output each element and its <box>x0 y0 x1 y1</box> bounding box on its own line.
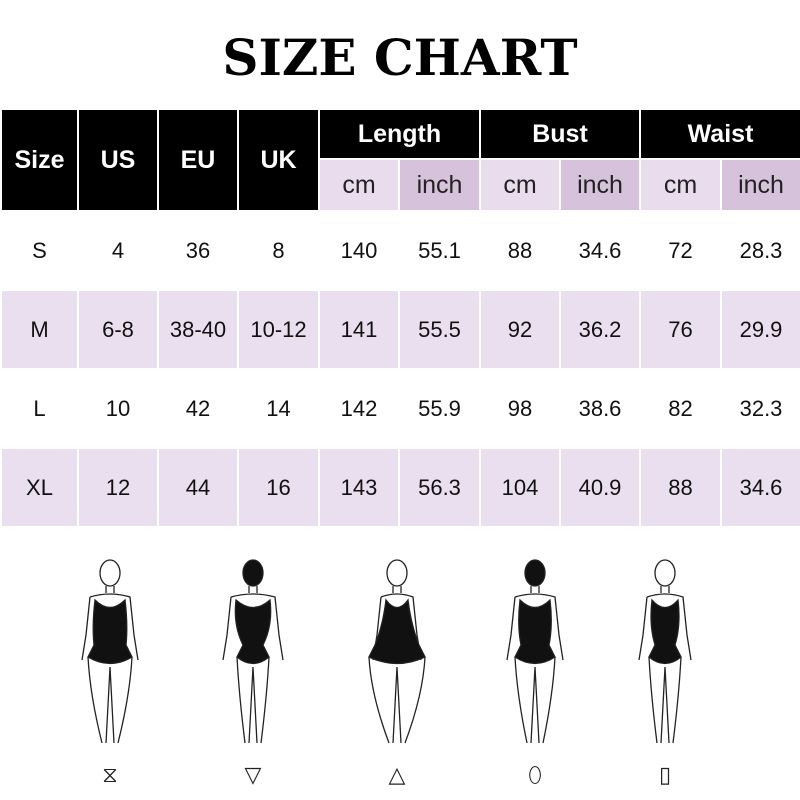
inverted-triangle-icon: ▽ <box>244 762 262 787</box>
table-cell: 10 <box>77 368 159 449</box>
table-cell: 88 <box>639 447 723 528</box>
oval-icon: ⬯ <box>528 762 542 787</box>
table-cell: 10-12 <box>237 289 320 370</box>
table-cell: 44 <box>157 447 239 528</box>
body-figures <box>0 545 800 760</box>
rectangle-icon: ▯ <box>658 762 672 787</box>
subheader-inch: inch <box>720 158 800 212</box>
table-cell: 88 <box>479 210 562 291</box>
body-figure-triangle <box>337 545 457 755</box>
table-cell: 72 <box>639 210 723 291</box>
table-cell: 36.2 <box>559 289 642 370</box>
table-cell: 16 <box>237 447 320 528</box>
table-cell: 36 <box>157 210 239 291</box>
hourglass-icon: ⧖ <box>102 762 118 787</box>
triangle-icon: △ <box>388 762 406 787</box>
table-cell: 6-8 <box>77 289 159 370</box>
table-cell: 29.9 <box>720 289 800 370</box>
header-size: Size <box>0 108 79 212</box>
table-cell: 98 <box>479 368 562 449</box>
table-cell: 38-40 <box>157 289 239 370</box>
table-cell: 12 <box>77 447 159 528</box>
table-row: M 6-8 38-40 10-12 141 55.5 92 36.2 76 29.9 <box>0 289 800 370</box>
table-cell: 32.3 <box>720 368 800 449</box>
table-cell: 141 <box>318 289 400 370</box>
size-table: Size US EU UK Length Bust Waist cm inch … <box>0 108 800 528</box>
table-cell: 56.3 <box>397 447 482 528</box>
table-cell: 104 <box>479 447 562 528</box>
table-cell: 55.1 <box>397 210 482 291</box>
table-cell: 143 <box>318 447 400 528</box>
header-waist: Waist <box>639 108 800 160</box>
body-figure-inverted-triangle <box>193 545 313 755</box>
table-cell: 14 <box>237 368 320 449</box>
table-cell: 38.6 <box>559 368 642 449</box>
table-cell: 34.6 <box>720 447 800 528</box>
table-cell: 140 <box>318 210 400 291</box>
table-cell: 92 <box>479 289 562 370</box>
table-row: XL 12 44 16 143 56.3 104 40.9 88 34.6 <box>0 447 800 528</box>
subheader-cm: cm <box>639 158 723 212</box>
subheader-cm: cm <box>318 158 400 212</box>
table-cell: 142 <box>318 368 400 449</box>
table-cell: 55.9 <box>397 368 482 449</box>
subheader-inch: inch <box>559 158 642 212</box>
table-cell: 40.9 <box>559 447 642 528</box>
table-row: L 10 42 14 142 55.9 98 38.6 82 32.3 <box>0 368 800 449</box>
table-cell: 76 <box>639 289 723 370</box>
table-cell: 82 <box>639 368 723 449</box>
header-uk: UK <box>237 108 320 212</box>
body-figure-hourglass <box>50 545 170 755</box>
header-bust: Bust <box>479 108 642 160</box>
subheader-inch: inch <box>397 158 482 212</box>
table-cell: M <box>0 289 79 370</box>
table-cell: 55.5 <box>397 289 482 370</box>
table-cell: S <box>0 210 79 291</box>
table-cell: 28.3 <box>720 210 800 291</box>
table-cell: L <box>0 368 79 449</box>
subheader-cm: cm <box>479 158 562 212</box>
page-title: SIZE CHART <box>222 28 578 87</box>
table-cell: 4 <box>77 210 159 291</box>
table-row: S 4 36 8 140 55.1 88 34.6 72 28.3 <box>0 210 800 291</box>
header-length: Length <box>317 108 482 160</box>
table-cell: XL <box>0 447 79 528</box>
body-figure-oval <box>475 545 595 755</box>
header-eu: EU <box>157 108 239 212</box>
table-cell: 34.6 <box>559 210 642 291</box>
table-cell: 8 <box>237 210 320 291</box>
header-us: US <box>77 108 159 212</box>
table-cell: 42 <box>157 368 239 449</box>
body-figure-rectangle <box>605 545 725 755</box>
